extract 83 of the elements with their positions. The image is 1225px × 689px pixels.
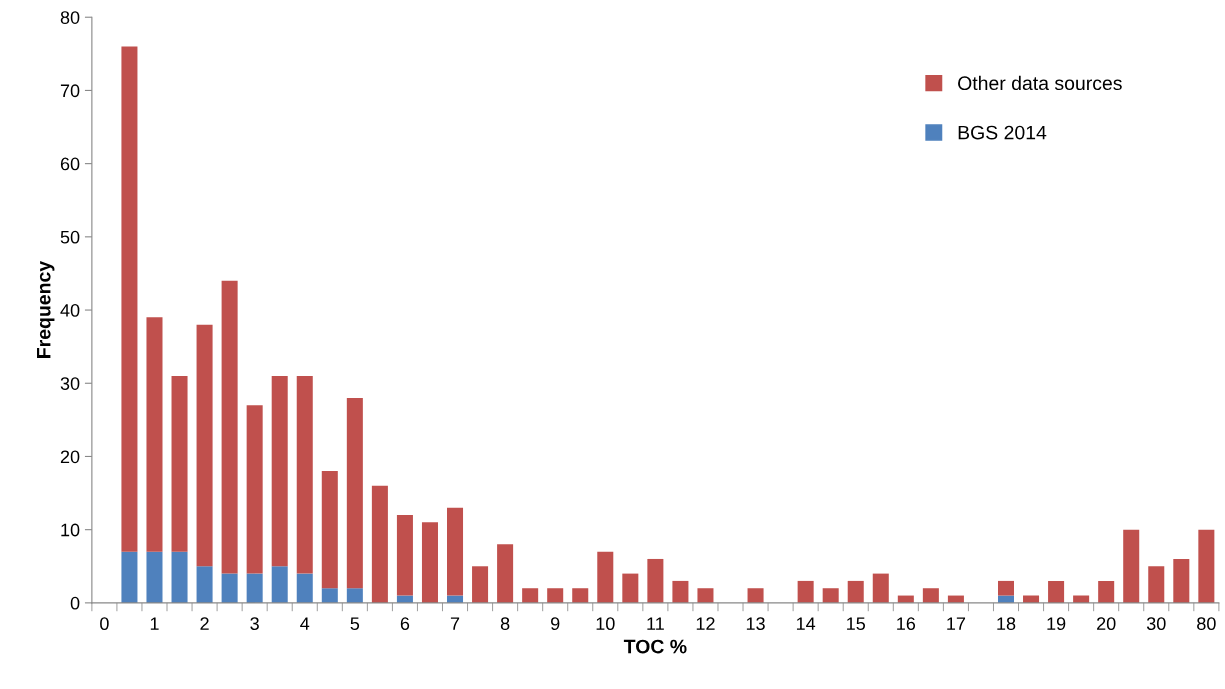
bar bbox=[547, 588, 564, 603]
legend-label: Other data sources bbox=[958, 75, 1122, 91]
bar bbox=[321, 588, 338, 603]
y-tick-label: 40 bbox=[60, 303, 80, 317]
bar bbox=[196, 566, 213, 603]
bar bbox=[246, 405, 263, 574]
bar bbox=[1173, 558, 1190, 603]
bar bbox=[647, 558, 664, 603]
x-tick-label: 5 bbox=[350, 617, 360, 631]
x-tick-label: 1 bbox=[150, 617, 159, 630]
bar bbox=[672, 580, 689, 603]
bar bbox=[822, 588, 839, 603]
bar bbox=[497, 544, 514, 603]
bar bbox=[221, 573, 238, 603]
x-tick-label: 11 bbox=[647, 617, 664, 630]
bar bbox=[747, 588, 764, 603]
y-tick-label: 20 bbox=[60, 450, 80, 464]
x-tick-label: 13 bbox=[746, 617, 765, 631]
x-tick-label: 7 bbox=[450, 617, 460, 630]
bar bbox=[121, 46, 138, 552]
x-tick-label: 2 bbox=[200, 617, 209, 630]
bar bbox=[146, 317, 163, 552]
y-tick-label: 50 bbox=[60, 230, 80, 244]
x-tick-label: 30 bbox=[1146, 617, 1166, 631]
x-tick-label: 12 bbox=[696, 617, 715, 630]
bar bbox=[597, 551, 614, 603]
bar bbox=[997, 580, 1015, 596]
bar bbox=[246, 573, 263, 603]
x-tick-label: 6 bbox=[400, 617, 410, 631]
x-tick-label: 20 bbox=[1097, 617, 1116, 631]
bar bbox=[296, 573, 313, 603]
x-tick-label: 3 bbox=[250, 617, 259, 631]
y-tick-label: 70 bbox=[60, 84, 80, 98]
bar bbox=[697, 588, 714, 603]
bar bbox=[396, 515, 413, 596]
x-tick-label: 18 bbox=[997, 617, 1016, 631]
bar bbox=[421, 522, 438, 603]
bar bbox=[146, 551, 163, 603]
x-tick-label: 16 bbox=[897, 617, 916, 631]
bar bbox=[447, 507, 464, 596]
x-tick-label: 19 bbox=[1047, 617, 1066, 631]
y-tick-label: 80 bbox=[60, 11, 80, 24]
bar bbox=[472, 566, 489, 603]
bar bbox=[797, 580, 814, 603]
bar bbox=[622, 573, 639, 603]
bar bbox=[321, 471, 338, 589]
bar bbox=[1098, 580, 1115, 603]
bar bbox=[121, 551, 138, 603]
bar bbox=[171, 551, 188, 603]
bar bbox=[922, 588, 939, 603]
x-tick-label: 9 bbox=[551, 617, 560, 631]
bar bbox=[171, 375, 188, 552]
y-tick-label: 10 bbox=[61, 523, 80, 537]
x-tick-label: 0 bbox=[100, 617, 109, 631]
x-tick-label: 8 bbox=[500, 617, 510, 631]
bar bbox=[1048, 580, 1065, 603]
y-tick-label: 0 bbox=[70, 596, 80, 610]
bar bbox=[196, 324, 213, 567]
x-axis-title: TOC % bbox=[623, 639, 687, 654]
bar bbox=[522, 588, 539, 603]
x-tick-label: 10 bbox=[596, 617, 615, 631]
x-tick-label: 17 bbox=[947, 617, 966, 630]
bar bbox=[296, 375, 313, 574]
bar bbox=[271, 375, 288, 567]
x-tick-label: 14 bbox=[796, 617, 816, 630]
bar bbox=[1198, 529, 1215, 603]
x-tick-label: 4 bbox=[300, 617, 310, 630]
bar bbox=[271, 566, 288, 603]
y-tick-label: 30 bbox=[60, 377, 80, 390]
bar bbox=[1148, 566, 1165, 603]
x-tick-label: 15 bbox=[847, 617, 866, 631]
bar bbox=[346, 588, 363, 603]
y-axis-title: Frequency bbox=[37, 260, 55, 358]
bar bbox=[371, 485, 388, 603]
legend-label: BGS 2014 bbox=[958, 125, 1047, 140]
bar bbox=[346, 397, 363, 589]
y-tick-label: 60 bbox=[60, 157, 80, 171]
bar bbox=[221, 280, 238, 574]
bar bbox=[1123, 529, 1140, 603]
bar bbox=[847, 580, 864, 603]
x-tick-label: 80 bbox=[1197, 617, 1216, 631]
bar bbox=[872, 573, 889, 603]
bar bbox=[572, 588, 589, 603]
